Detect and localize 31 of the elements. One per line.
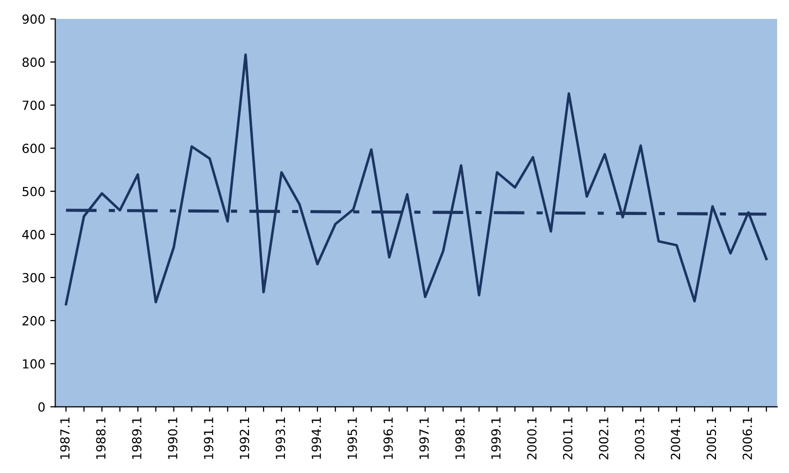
line-series — [64, 53, 768, 306]
y-tick-label: 0 — [38, 402, 45, 412]
x-tick-label: 1995.1 — [348, 418, 357, 459]
y-tick-label: 700 — [22, 100, 45, 110]
x-tick-label: 2002.1 — [598, 418, 608, 460]
x-tick-label: 2006.1 — [742, 418, 752, 460]
x-tick-label: 1999.1 — [491, 418, 501, 459]
y-tick-label: 100 — [23, 359, 45, 369]
x-tick-label: 1997.1 — [419, 418, 429, 459]
y-tick-label: 800 — [22, 57, 45, 67]
x-tick-label: 1996.1 — [383, 418, 393, 459]
y-tick-label: 400 — [22, 230, 45, 240]
x-tick-label: 2001.1 — [563, 418, 572, 460]
x-tick-label: 2004.1 — [670, 418, 680, 460]
y-tick-label: 600 — [22, 144, 45, 154]
x-tick-label: 1990.1 — [168, 418, 178, 459]
x-tick-label: 1994.1 — [312, 418, 322, 459]
x-tick-label: 2005.1 — [706, 418, 716, 460]
x-tick-label: 2003.1 — [634, 418, 644, 460]
x-tick-label: 1987.1 — [60, 418, 70, 459]
x-tick-label: 2000.1 — [527, 418, 537, 460]
y-tick-label: 300 — [22, 272, 45, 282]
x-tick-label: 1991.1 — [204, 418, 214, 459]
x-tick-label: 1998.1 — [455, 418, 465, 459]
x-tick-label: 1993.1 — [276, 418, 286, 459]
x-tick-label: 1988.1 — [96, 418, 106, 459]
y-tick-label: 500 — [22, 186, 45, 196]
y-tick-label: 200 — [22, 316, 45, 326]
x-tick-label: 1992.1 — [240, 418, 250, 459]
y-tick-label: 900 — [22, 14, 45, 24]
x-tick-label: 1989.1 — [132, 418, 142, 459]
